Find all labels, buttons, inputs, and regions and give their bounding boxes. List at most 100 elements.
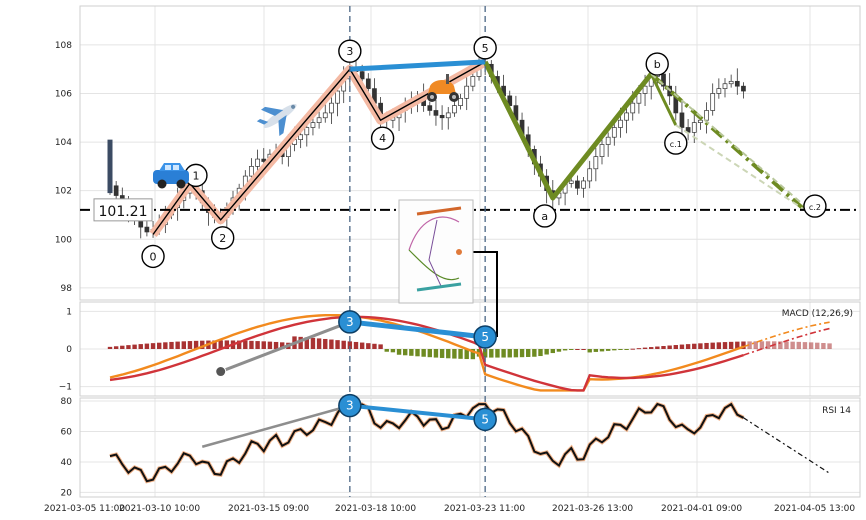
wave-lines: [149, 57, 807, 238]
candle: [359, 71, 365, 80]
divergence-bubble: [473, 407, 497, 432]
candle: [691, 122, 697, 133]
wave-label-circle: [645, 52, 669, 76]
macd-hist-bar: [329, 339, 334, 349]
candle: [568, 180, 574, 184]
candle: [452, 105, 457, 114]
candle: [593, 156, 599, 170]
macd-hist-bar: [409, 349, 414, 356]
wave-label-circle: [141, 244, 165, 269]
x-tick-label: 2021-03-05 11:00: [44, 504, 125, 514]
candle: [618, 119, 623, 128]
x-tick-label: 2021-03-10 10:00: [119, 504, 200, 514]
macd-hist-bar: [107, 346, 113, 349]
wave-label-circle: [370, 126, 395, 150]
macd-y-tick: 0: [66, 345, 72, 355]
x-tick-label: 2021-04-05 13:00: [774, 504, 855, 514]
wave-label: 2: [219, 232, 226, 245]
macd-hist-bar: [612, 349, 617, 351]
rsi-y-tick: 40: [61, 458, 73, 468]
macd-hist-bar: [169, 341, 174, 349]
macd-hist-bar: [808, 342, 814, 349]
candle: [427, 105, 433, 111]
candle: [322, 112, 328, 119]
macd-hist-bar: [753, 341, 758, 349]
candle: [310, 122, 316, 128]
wave-label-circle: [338, 39, 362, 63]
macd-point: [215, 366, 227, 378]
macd-hist-bar: [501, 349, 506, 358]
macd-hist-bar: [710, 342, 715, 349]
rsi-y-tick: 60: [61, 428, 73, 438]
candle: [433, 110, 439, 116]
impulse-wave: [152, 61, 486, 235]
price-y-tick: 104: [55, 138, 72, 148]
macd-hist-bar: [359, 342, 365, 349]
macd-hist-bar: [655, 346, 660, 349]
macd-hist-bar: [550, 349, 555, 354]
macd-y-tick: 1: [66, 307, 72, 317]
macd-hist-bar: [212, 340, 217, 349]
wave-label-circle: [664, 131, 688, 155]
macd-hist-bar: [636, 348, 642, 350]
macd-hist-bar: [236, 340, 242, 349]
macd-hist-bar: [390, 349, 396, 353]
x-tick-label: 2021-04-01 09:00: [661, 504, 742, 514]
macd-hist-bar: [452, 349, 457, 359]
macd-hist-bar: [113, 346, 119, 349]
candle: [587, 168, 593, 182]
macd-hist-bar: [526, 349, 531, 357]
projection-alt: [650, 73, 806, 207]
macd-hist-bar: [132, 344, 137, 349]
wave-label-circle: [533, 204, 557, 228]
x-tick-label: 2021-03-18 10:00: [335, 504, 416, 514]
candle: [728, 80, 734, 85]
macd-hist-bar: [538, 349, 543, 357]
macd-hist-bar: [482, 349, 488, 358]
macd-hist-bar: [581, 349, 586, 350]
macd-hist-bar: [310, 337, 316, 349]
macd-histogram: [107, 336, 832, 360]
price-label-box: [93, 198, 153, 222]
candle: [575, 180, 580, 189]
divergence-bubble: [338, 393, 362, 418]
candle: [624, 112, 629, 121]
wave-label: c.2: [809, 203, 821, 212]
macd-hist-bar: [679, 344, 685, 349]
x-tick-label: 2021-03-23 11:00: [444, 504, 525, 514]
rsi-line: [109, 402, 744, 483]
macd-hist-bar: [218, 340, 223, 349]
macd-hist-bar: [138, 344, 143, 349]
candle: [113, 185, 119, 196]
candle: [107, 139, 113, 194]
macd-hist-bar: [735, 341, 740, 349]
macd-hist-bar: [384, 349, 389, 352]
rsi-projection: [743, 417, 830, 474]
macd-hist-bar: [458, 349, 463, 359]
macd-hist-bar: [470, 349, 476, 360]
x-tick-label: 2021-03-26 13:00: [552, 504, 633, 514]
divergence-bubble-label: 5: [481, 330, 489, 344]
price-y-tick: 106: [55, 89, 72, 99]
macd-hist-bar: [316, 338, 322, 349]
macd-hist-bar: [415, 349, 420, 357]
macd-hist-bar: [532, 349, 537, 357]
candle: [249, 166, 254, 177]
signal-line: [109, 315, 744, 392]
candle: [298, 134, 303, 140]
macd-hist-bar: [747, 341, 752, 349]
macd-hist-bar: [562, 349, 568, 351]
corrective-wave: [482, 60, 654, 201]
macd-hist-bar: [347, 341, 353, 349]
candle: [470, 76, 476, 87]
wave-label: c.1: [670, 140, 682, 149]
price-divergence-line: [349, 59, 486, 72]
macd-hist-bar: [593, 349, 599, 352]
macd-hist-bar: [150, 343, 156, 349]
candle: [698, 119, 703, 123]
macd-hist-bar: [495, 349, 500, 358]
candle: [704, 110, 709, 121]
macd-hist-bar: [261, 341, 266, 349]
candle: [716, 88, 722, 94]
macd-hist-bar: [427, 349, 432, 358]
